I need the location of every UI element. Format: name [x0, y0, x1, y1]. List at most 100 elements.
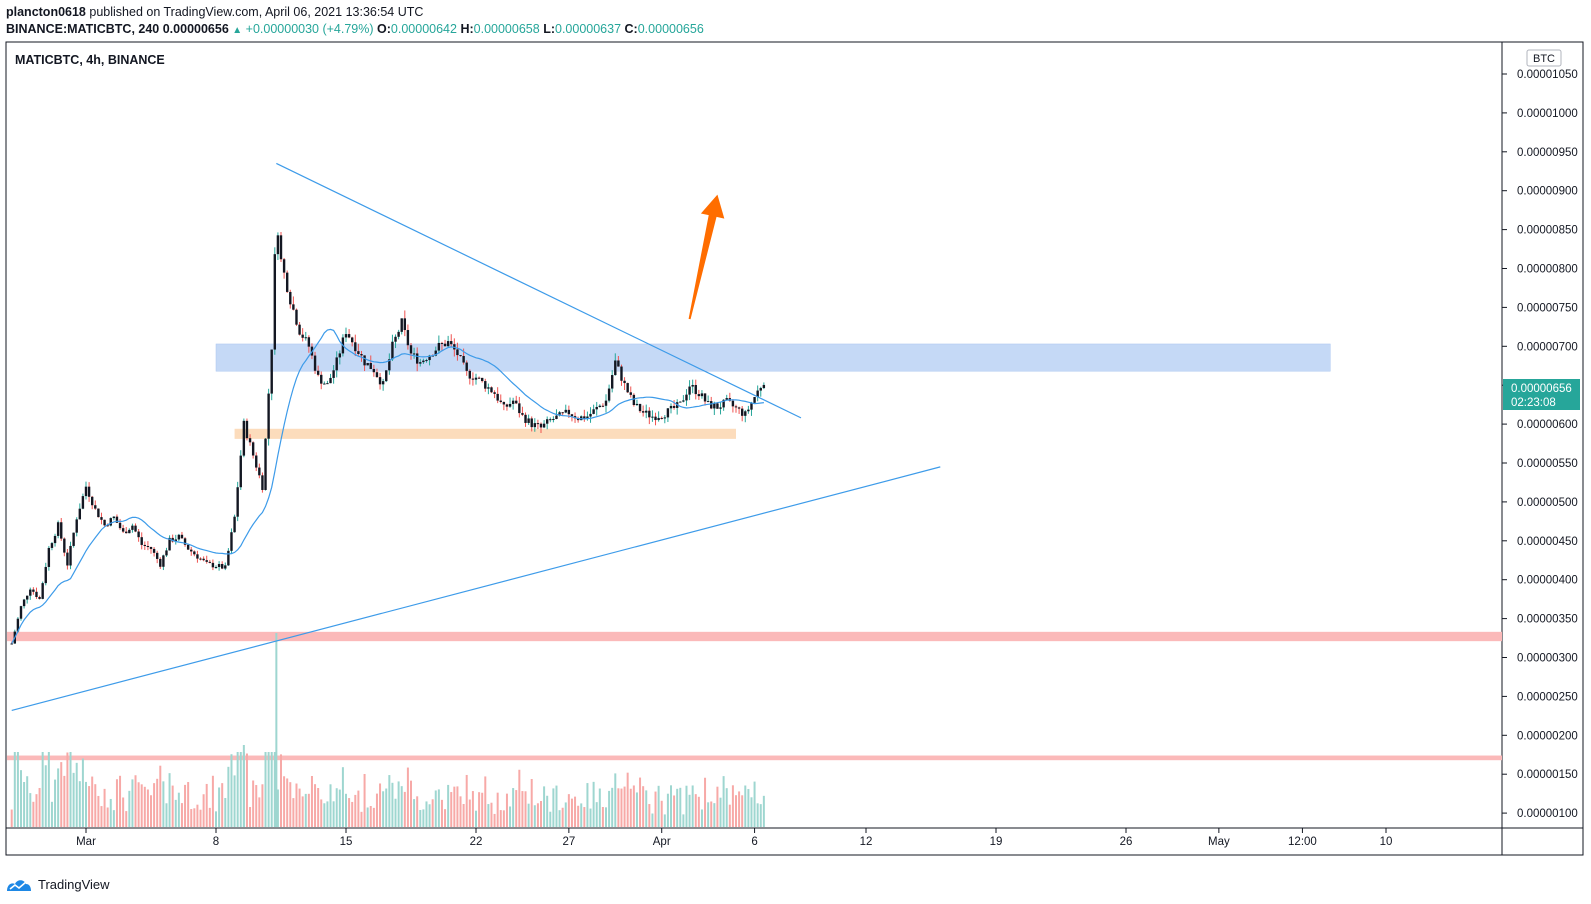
candle-body: [63, 538, 66, 553]
volume-bar: [592, 781, 595, 827]
volume-bar: [731, 785, 734, 827]
volume-bar: [719, 797, 722, 827]
candle-body: [462, 355, 465, 363]
candle-body: [645, 410, 648, 413]
y-tick-label: 0.00000850: [1517, 225, 1578, 237]
volume-bar: [273, 752, 276, 827]
candle-body: [561, 412, 564, 414]
footer[interactable]: TradingView: [6, 877, 110, 892]
volume-bar: [292, 798, 295, 827]
candle-body: [527, 418, 530, 423]
volume-bar: [264, 752, 267, 827]
volume-bar: [685, 785, 688, 827]
volume-bar: [688, 794, 691, 827]
volume-bar: [567, 794, 570, 827]
candle-body: [610, 375, 614, 389]
candle-body: [545, 419, 549, 424]
volume-bar: [341, 767, 344, 827]
candle-body: [450, 341, 453, 345]
candle-body: [375, 372, 379, 378]
volume-bar: [283, 776, 286, 827]
volume-bar: [741, 795, 744, 827]
volume-bar: [496, 792, 499, 827]
volume-bar: [332, 801, 335, 827]
candle-body: [78, 508, 82, 520]
y-tick-label: 0.00001000: [1517, 108, 1578, 120]
candle-body: [437, 342, 441, 351]
volume-bar: [369, 806, 372, 827]
candle-body: [750, 402, 753, 410]
candle-body: [759, 388, 762, 391]
candle-body: [511, 400, 515, 404]
x-tick-label: May: [1208, 836, 1230, 848]
volume-bar: [29, 793, 32, 827]
volume-bar: [518, 769, 521, 827]
volume-bar: [162, 781, 165, 827]
volume-bar: [227, 766, 230, 827]
volume-bar: [66, 752, 69, 827]
candle-body: [174, 539, 177, 542]
candle-body: [753, 397, 756, 403]
candle-body: [128, 529, 131, 534]
candle-body: [533, 423, 537, 428]
volume-bar: [97, 795, 100, 827]
candle-body: [629, 392, 632, 395]
y-tick-label: 0.00000550: [1517, 458, 1578, 470]
currency-badge[interactable]: [1526, 49, 1562, 67]
volume-bar: [205, 783, 208, 827]
volume-bar: [586, 783, 589, 827]
candle-body: [740, 408, 744, 416]
candle-body: [502, 401, 506, 405]
volume-bar: [428, 804, 431, 827]
candle-body: [524, 414, 527, 423]
candle-body: [564, 409, 567, 413]
candle-body: [477, 377, 481, 379]
volume-bar: [366, 807, 369, 827]
last-price-tag-countdown: 02:23:08: [1511, 397, 1556, 409]
candle-body: [397, 331, 400, 337]
candle-body: [267, 393, 270, 439]
volume-bar: [165, 803, 168, 827]
ohlc-header: BINANCE:MATICBTC, 240 0.00000656 ▲ +0.00…: [6, 22, 704, 36]
candle-body: [456, 349, 459, 356]
volume-bar: [700, 809, 703, 827]
volume-bar: [676, 788, 679, 827]
candle-body: [180, 534, 184, 539]
volume-bar: [255, 785, 258, 827]
candle-body: [295, 309, 298, 325]
volume-bar: [747, 789, 750, 827]
candle-body: [369, 362, 372, 369]
volume-bar: [580, 803, 583, 827]
volume-bar: [450, 792, 453, 827]
volume-bar: [159, 765, 162, 827]
author-name[interactable]: plancton0618: [6, 5, 86, 19]
candle-body: [598, 405, 602, 407]
candle-body: [97, 508, 100, 518]
volume-bar: [601, 807, 604, 827]
candle-body: [344, 334, 348, 338]
candle-body: [465, 362, 468, 371]
candle-body: [549, 419, 552, 421]
price-axis[interactable]: 0.00001050 0.00001000 0.00000950 0.00000900…: [1502, 69, 1578, 820]
volume-bar: [286, 778, 289, 827]
volume-bar: [605, 807, 607, 827]
moving-average-line: [11, 328, 764, 644]
y-tick-label: 0.00000950: [1517, 147, 1578, 159]
candle-body: [412, 353, 416, 355]
volume-bar: [459, 796, 462, 827]
volume-bar: [422, 809, 425, 827]
candle-body: [474, 377, 478, 380]
volume-bar: [245, 753, 248, 827]
candle-body: [211, 562, 215, 568]
candle-body: [320, 374, 323, 384]
volume-bar: [13, 752, 16, 827]
candle-body: [118, 522, 122, 529]
time-axis[interactable]: Mar 8 15 22 27 Apr 6 12 19 26 May 12:00 10: [76, 828, 1392, 848]
candle-body: [744, 411, 747, 416]
volume-bar: [645, 790, 648, 827]
drawings-layer[interactable]: [11, 162, 941, 711]
candle-body: [87, 486, 91, 497]
candle-body: [403, 318, 407, 331]
volume-bar: [304, 793, 307, 827]
